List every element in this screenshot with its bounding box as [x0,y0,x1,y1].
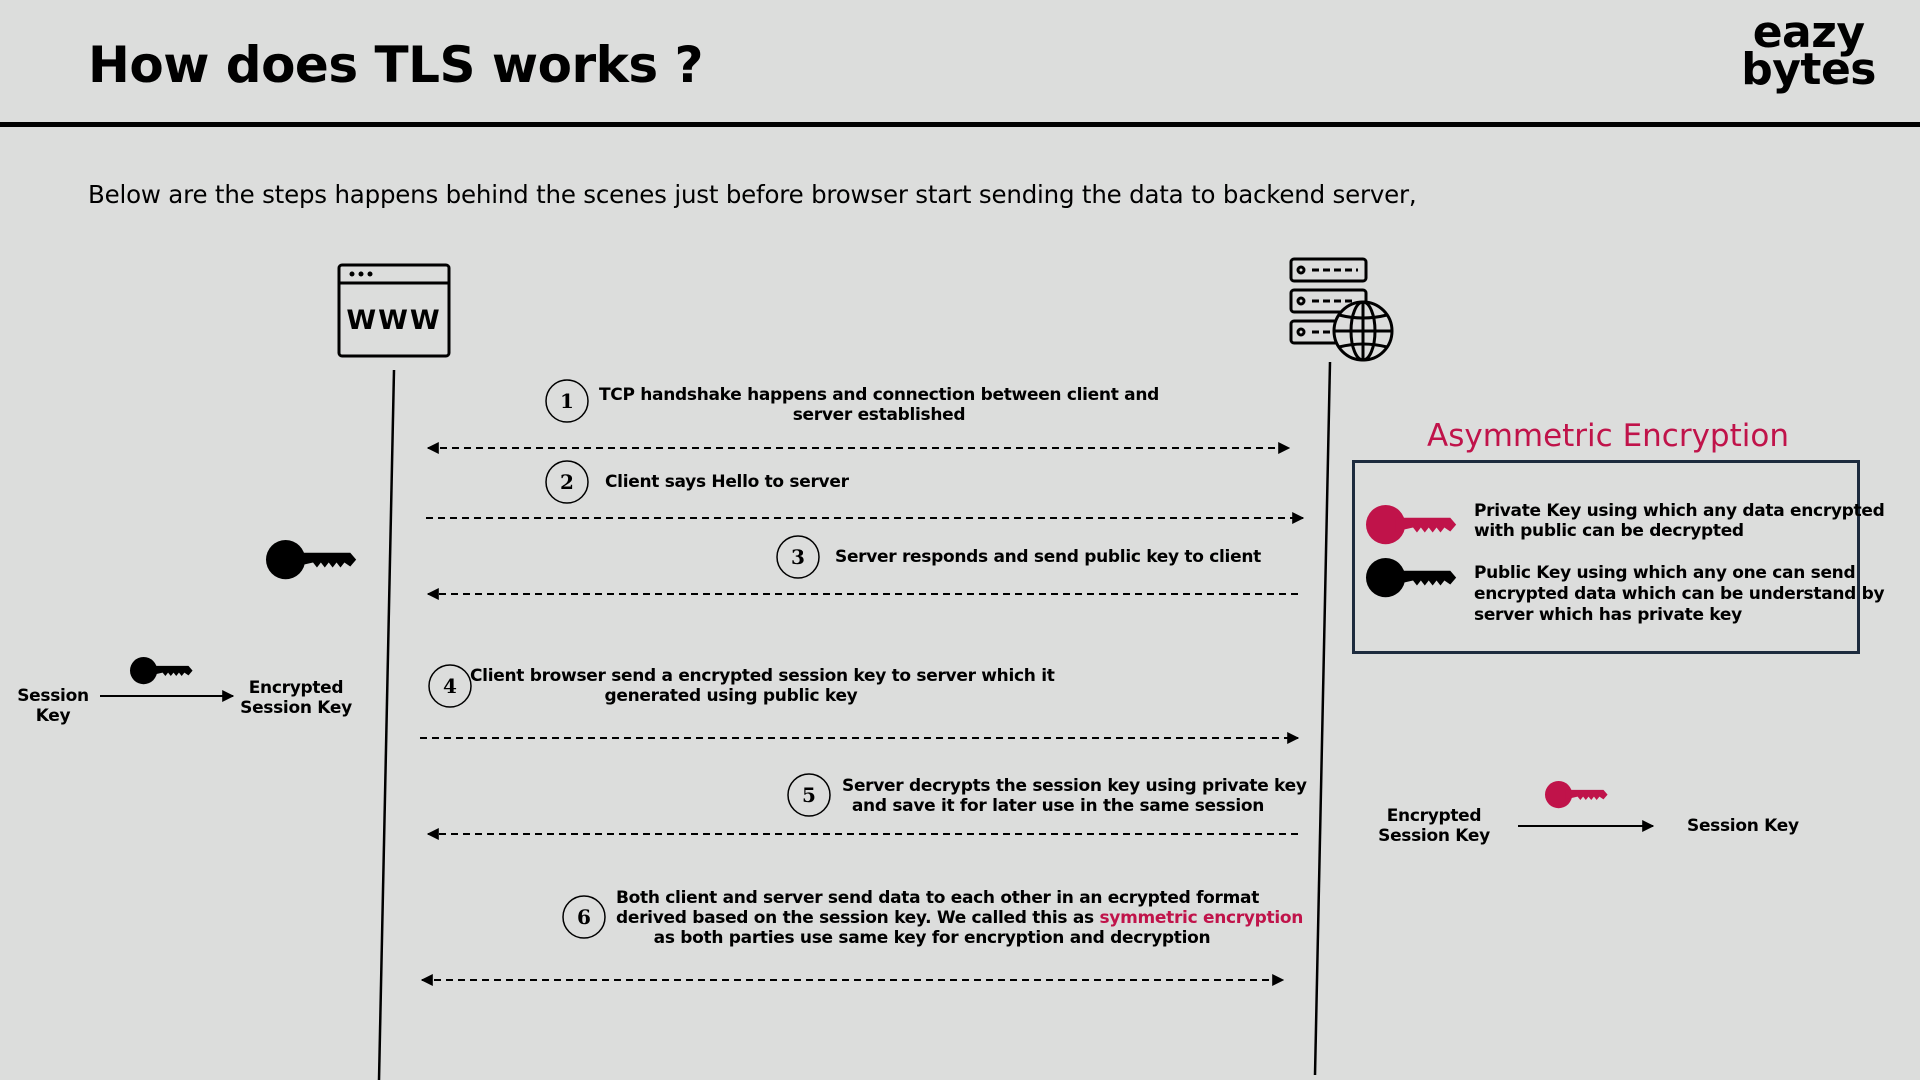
logo: eazy bytes [1741,7,1876,95]
step-5-circle [787,773,831,817]
step-3-number: 3 [791,545,805,569]
public-key-icon-large [266,540,357,580]
asymmetric-encryption-title: Asymmetric Encryption [1426,418,1789,454]
step-4-circle [428,664,472,708]
www-browser-icon: WWW [337,263,451,358]
step-3-circle [776,535,820,579]
step-2-number: 2 [560,470,574,494]
symmetric-encryption-highlight: symmetric encryption [1099,908,1304,928]
step-2-circle [545,460,589,504]
svg-text:WWW: WWW [346,305,441,336]
subtitle: Below are the steps happens behind the s… [88,180,1417,209]
step-1-label: TCP handshake happens and connection bet… [598,385,1159,425]
public-key-icon-small [130,657,193,685]
client-lifeline [377,369,396,1080]
server-session-key-label: Session Key [1687,816,1799,836]
server-encrypted-session-key-label: Encrypted Session Key [1378,806,1490,846]
step-4-number: 4 [443,674,457,698]
page-title: How does TLS works ? [88,36,704,94]
asymmetric-encryption-box [1352,460,1860,654]
step-1-number: 1 [560,389,574,413]
header-divider [0,122,1920,127]
step-2-label: Client says Hello to server [605,472,849,492]
server-lifeline [1313,361,1332,1076]
private-key-icon-small [1545,781,1608,809]
step-6-label: Both client and server send data to each… [616,888,1304,948]
client-encrypted-session-key-label: Encrypted Session Key [240,678,352,718]
logo-line-1: eazy [1752,7,1865,58]
step-1-circle [545,379,589,423]
logo-line-2: bytes [1741,44,1876,95]
step-5-label: Server decrypts the session key using pr… [842,776,1307,816]
public-key-description: Public Key using which any one can send … [1474,563,1885,625]
step-5-number: 5 [802,783,816,807]
step-3-label: Server responds and send public key to c… [835,547,1261,567]
private-key-description: Private Key using which any data encrypt… [1474,501,1885,541]
step-4-label: Client browser send a encrypted session … [470,666,1055,706]
server-globe-icon [1289,257,1394,362]
client-session-key-label: Session Key [17,686,89,726]
step-6-number: 6 [577,905,591,929]
step-6-circle [562,895,606,939]
